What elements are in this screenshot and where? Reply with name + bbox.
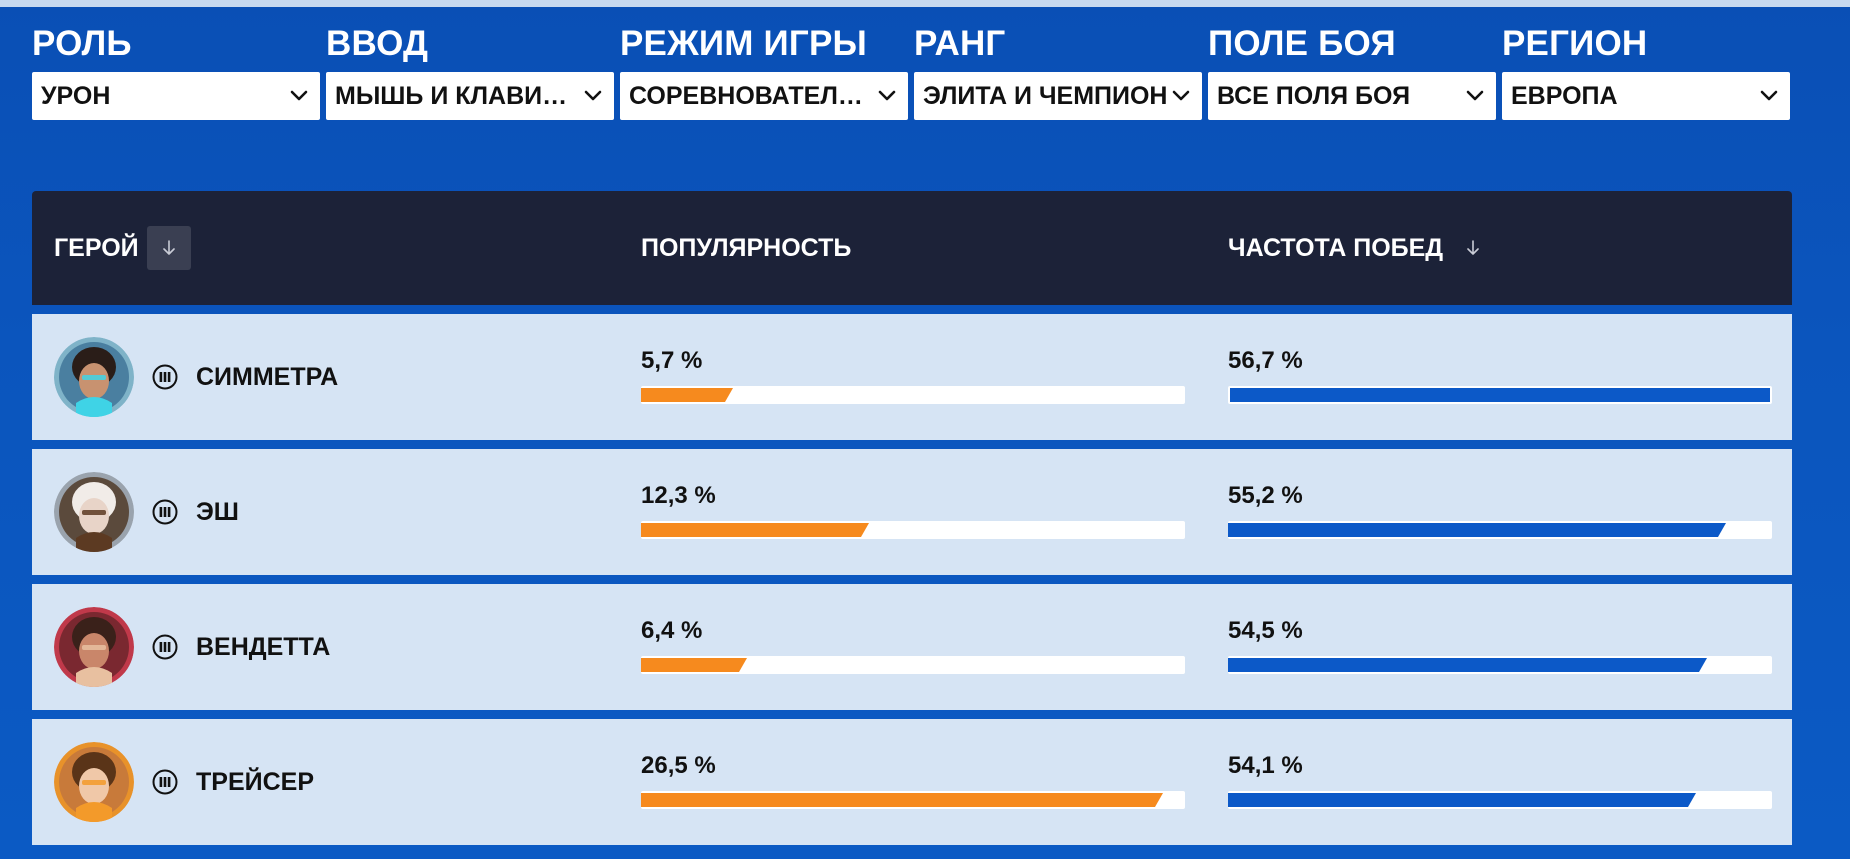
filter-value: ЭЛИТА И ЧЕМПИОН: [923, 81, 1168, 110]
sort-hero-button[interactable]: [146, 226, 191, 270]
filter-value: ВСЕ ПОЛЯ БОЯ: [1217, 81, 1411, 110]
chevron-down-icon: [1170, 85, 1192, 107]
chevron-down-icon: [1464, 85, 1486, 107]
top-strip: [0, 0, 1850, 7]
chevron-down-icon: [582, 85, 604, 107]
filter-value: ЕВРОПА: [1511, 81, 1618, 110]
hero-cell: ВЕНДЕТТА: [54, 584, 330, 710]
filter-label: РЕЖИМ ИГРЫ: [620, 24, 867, 63]
region-select[interactable]: ЕВРОПА: [1502, 72, 1790, 120]
column-winrate-label: ЧАСТОТА ПОБЕД: [1228, 233, 1444, 262]
winrate-bar-fill: [1228, 658, 1707, 672]
column-hero-header: ГЕРОЙ: [54, 191, 191, 305]
winrate-bar-track: [1228, 521, 1772, 539]
map-select[interactable]: ВСЕ ПОЛЯ БОЯ: [1208, 72, 1496, 120]
table-row[interactable]: ТРЕЙСЕР 26,5 % 54,1 %: [32, 719, 1792, 845]
winrate-cell: 56,7 %: [1228, 314, 1772, 440]
filter-map: ПОЛЕ БОЯ ВСЕ ПОЛЯ БОЯ: [1208, 22, 1496, 120]
winrate-bar-fill: [1228, 523, 1726, 537]
damage-role-icon: [152, 499, 178, 525]
popularity-cell: 26,5 %: [641, 719, 1185, 845]
winrate-bar-fill: [1230, 388, 1770, 402]
filter-input: ВВОД МЫШЬ И КЛАВИАТУРА: [326, 22, 614, 120]
winrate-bar-track: [1228, 791, 1772, 809]
popularity-cell: 6,4 %: [641, 584, 1185, 710]
table-row[interactable]: ЭШ 12,3 % 55,2 %: [32, 449, 1792, 575]
popularity-bar-track: [641, 656, 1185, 674]
popularity-bar-track: [641, 521, 1185, 539]
game-mode-select[interactable]: СОРЕВНОВАТЕЛЬНАЯ ИГРА: [620, 72, 908, 120]
column-hero-label: ГЕРОЙ: [54, 233, 139, 262]
hero-avatar: [54, 742, 134, 822]
filter-value: МЫШЬ И КЛАВИАТУРА: [335, 81, 582, 110]
filter-label: РЕГИОН: [1502, 24, 1648, 63]
winrate-bar-fill: [1228, 793, 1696, 807]
winrate-value: 54,5 %: [1228, 617, 1303, 644]
winrate-value: 55,2 %: [1228, 482, 1303, 509]
filter-label: ВВОД: [326, 24, 429, 63]
hero-name: СИММЕТРА: [196, 362, 339, 391]
hero-name: ЭШ: [196, 497, 239, 526]
hero-cell: ЭШ: [54, 449, 239, 575]
hero-avatar: [54, 472, 134, 552]
popularity-value: 5,7 %: [641, 347, 703, 374]
popularity-value: 6,4 %: [641, 617, 703, 644]
arrow-down-icon: [162, 240, 175, 255]
filter-game-mode: РЕЖИМ ИГРЫ СОРЕВНОВАТЕЛЬНАЯ ИГРА: [620, 22, 908, 120]
filter-value: СОРЕВНОВАТЕЛЬНАЯ ИГРА: [629, 81, 876, 110]
popularity-bar-fill: [641, 658, 747, 672]
arrow-down-icon: [1467, 240, 1479, 255]
chevron-down-icon: [876, 85, 898, 107]
column-winrate-header[interactable]: ЧАСТОТА ПОБЕД: [1228, 191, 1483, 305]
chevron-down-icon: [1758, 85, 1780, 107]
popularity-bar-fill: [641, 523, 869, 537]
popularity-bar-fill: [641, 793, 1163, 807]
winrate-cell: 54,5 %: [1228, 584, 1772, 710]
filter-region: РЕГИОН ЕВРОПА: [1502, 22, 1790, 120]
damage-role-icon: [152, 769, 178, 795]
column-popularity-header[interactable]: ПОПУЛЯРНОСТЬ: [641, 191, 851, 305]
hero-name: ТРЕЙСЕР: [196, 767, 314, 796]
popularity-bar-fill: [641, 388, 733, 402]
damage-role-icon: [152, 364, 178, 390]
table-header: ГЕРОЙ ПОПУЛЯРНОСТЬ ЧАСТОТА ПОБЕД: [32, 191, 1792, 305]
winrate-cell: 55,2 %: [1228, 449, 1772, 575]
popularity-cell: 12,3 %: [641, 449, 1185, 575]
table-row[interactable]: ВЕНДЕТТА 6,4 % 54,5 %: [32, 584, 1792, 710]
popularity-bar-track: [641, 791, 1185, 809]
column-popularity-label: ПОПУЛЯРНОСТЬ: [641, 233, 852, 262]
winrate-bar-track: [1228, 656, 1772, 674]
table-row[interactable]: СИММЕТРА 5,7 % 56,7 %: [32, 314, 1792, 440]
hero-cell: ТРЕЙСЕР: [54, 719, 314, 845]
damage-role-icon: [152, 634, 178, 660]
hero-name: ВЕНДЕТТА: [196, 632, 331, 661]
winrate-bar-track: [1228, 386, 1772, 404]
sort-winrate-button[interactable]: [1463, 238, 1483, 258]
filter-rank: РАНГ ЭЛИТА И ЧЕМПИОН: [914, 22, 1202, 120]
popularity-bar-track: [641, 386, 1185, 404]
rank-select[interactable]: ЭЛИТА И ЧЕМПИОН: [914, 72, 1202, 120]
filter-bar: РОЛЬ УРОН ВВОД МЫШЬ И КЛАВИАТУРА РЕЖИМ И…: [32, 22, 1790, 120]
filter-role: РОЛЬ УРОН: [32, 22, 320, 120]
popularity-value: 26,5 %: [641, 752, 716, 779]
filter-label: ПОЛЕ БОЯ: [1208, 24, 1396, 63]
hero-cell: СИММЕТРА: [54, 314, 338, 440]
hero-avatar: [54, 607, 134, 687]
hero-stats-table: ГЕРОЙ ПОПУЛЯРНОСТЬ ЧАСТОТА ПОБЕД: [32, 191, 1792, 845]
winrate-value: 56,7 %: [1228, 347, 1303, 374]
role-select[interactable]: УРОН: [32, 72, 320, 120]
hero-avatar: [54, 337, 134, 417]
chevron-down-icon: [288, 85, 310, 107]
winrate-value: 54,1 %: [1228, 752, 1303, 779]
popularity-value: 12,3 %: [641, 482, 716, 509]
input-select[interactable]: МЫШЬ И КЛАВИАТУРА: [326, 72, 614, 120]
popularity-cell: 5,7 %: [641, 314, 1185, 440]
filter-label: РОЛЬ: [32, 24, 132, 63]
filter-value: УРОН: [41, 81, 111, 110]
filter-label: РАНГ: [914, 24, 1006, 63]
winrate-cell: 54,1 %: [1228, 719, 1772, 845]
